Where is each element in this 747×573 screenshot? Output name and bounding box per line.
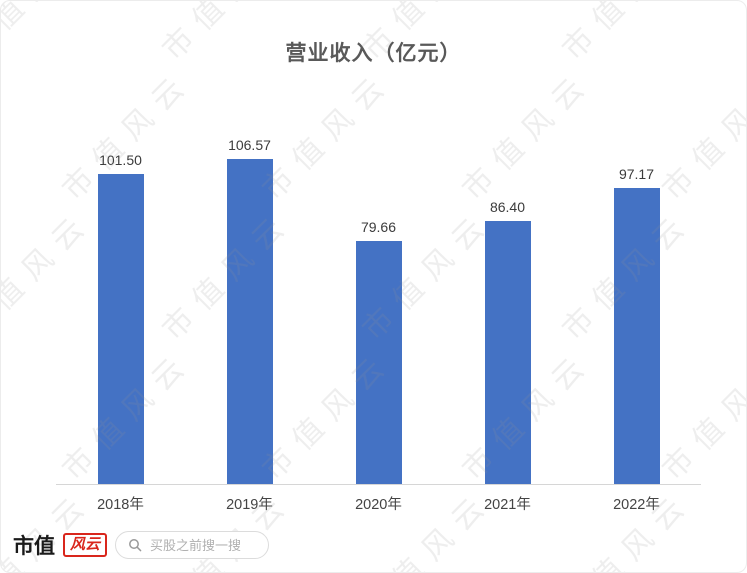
bar-group: 106.57 (185, 137, 314, 484)
bar-value-label: 79.66 (360, 219, 397, 235)
x-axis: 2018年 2019年 2020年 2021年 2022年 (56, 485, 701, 514)
bar-chart: 101.50 106.57 79.66 86.40 97.17 2018年 2019年 20… (56, 134, 701, 514)
bar-group: 86.40 (443, 199, 572, 484)
x-axis-label: 2020年 (355, 497, 402, 513)
brand-logo-badge: 风云 (63, 533, 108, 557)
bar (484, 221, 531, 484)
search-input[interactable] (148, 536, 257, 554)
x-axis-label: 2022年 (613, 497, 660, 513)
bar (355, 241, 402, 484)
x-axis-label: 2018年 (97, 497, 144, 513)
bar (97, 174, 144, 484)
search-box[interactable] (115, 531, 270, 559)
footer: 市值 风云 (13, 530, 270, 560)
bar-group: 79.66 (314, 219, 443, 484)
x-axis-label: 2019年 (226, 497, 273, 513)
brand-logo-text: 市值 (13, 534, 55, 558)
chart-title: 营业收入（亿元） (285, 42, 462, 65)
bar-group: 97.17 (572, 166, 701, 484)
bar-value-label: 101.50 (99, 152, 142, 168)
bar (613, 188, 660, 484)
search-icon (128, 538, 142, 552)
bar-value-label: 86.40 (489, 199, 526, 215)
plot-area: 101.50 106.57 79.66 86.40 97.17 (56, 134, 701, 485)
bar-value-label: 97.17 (618, 166, 655, 182)
x-axis-label: 2021年 (484, 497, 531, 513)
bar-value-label: 106.57 (228, 137, 271, 153)
bar (226, 159, 273, 484)
bar-group: 101.50 (56, 152, 185, 484)
